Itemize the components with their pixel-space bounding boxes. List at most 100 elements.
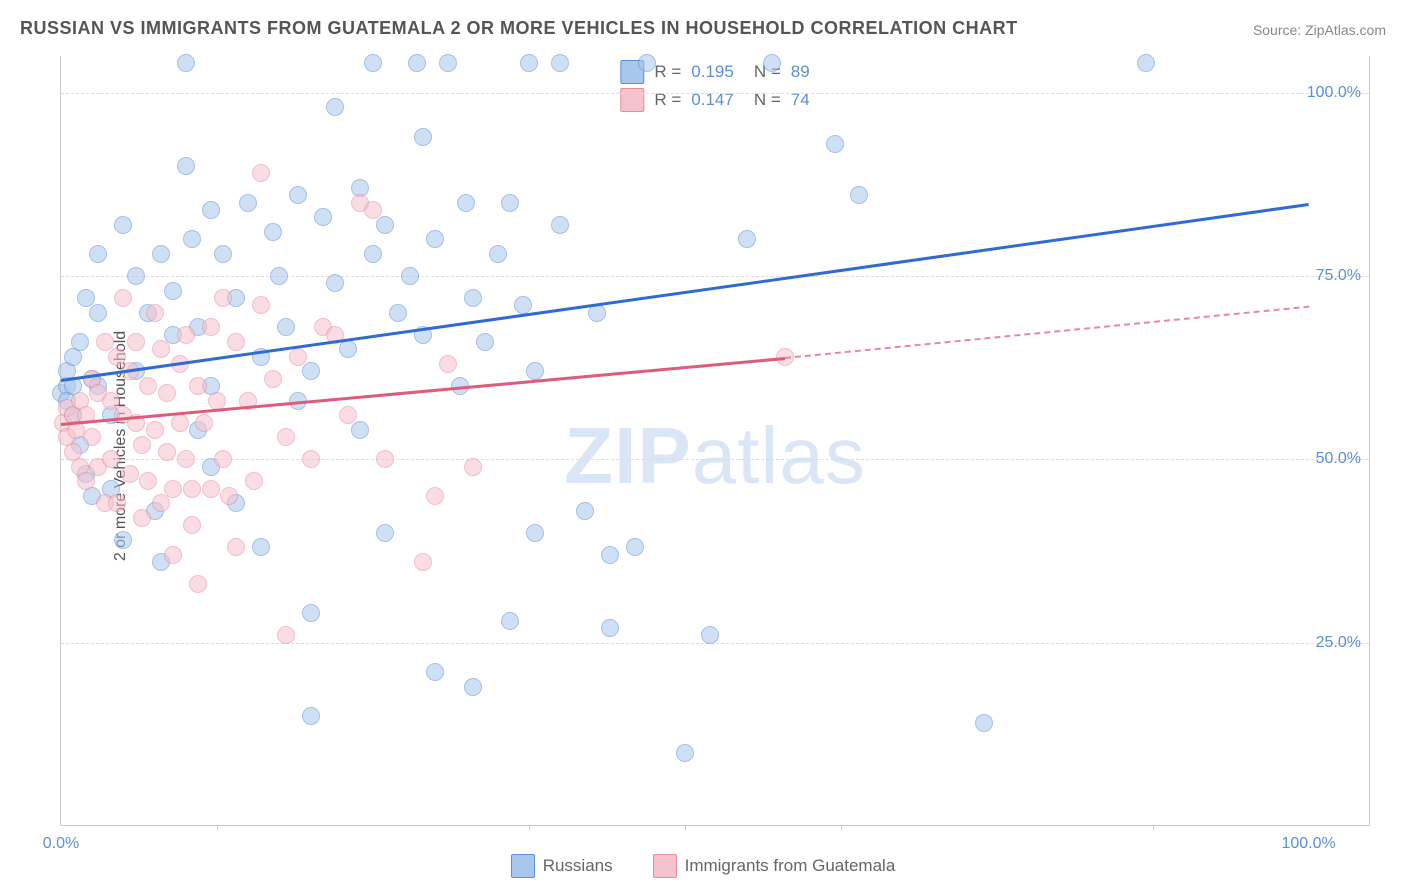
scatter-point: [339, 340, 357, 358]
scatter-point: [376, 216, 394, 234]
watermark-bold: ZIP: [564, 411, 691, 500]
scatter-point: [408, 54, 426, 72]
scatter-point: [189, 575, 207, 593]
scatter-point: [252, 296, 270, 314]
scatter-point: [71, 333, 89, 351]
scatter-point: [152, 494, 170, 512]
scatter-point: [139, 377, 157, 395]
scatter-point: [601, 546, 619, 564]
gridline-h: [61, 459, 1369, 460]
scatter-point: [302, 450, 320, 468]
scatter-plot: ZIPatlas R =0.195N =89R =0.147N =74 25.0…: [60, 56, 1370, 826]
x-tick-label: 0.0%: [43, 835, 79, 853]
trend-line: [785, 305, 1309, 358]
scatter-point: [501, 194, 519, 212]
scatter-point: [127, 267, 145, 285]
watermark: ZIPatlas: [564, 410, 865, 502]
scatter-point: [526, 362, 544, 380]
scatter-point: [133, 436, 151, 454]
scatter-point: [364, 201, 382, 219]
scatter-point: [264, 370, 282, 388]
scatter-point: [177, 450, 195, 468]
scatter-point: [164, 480, 182, 498]
scatter-point: [376, 450, 394, 468]
x-tick-mark: [685, 825, 686, 830]
scatter-point: [601, 619, 619, 637]
scatter-point: [270, 267, 288, 285]
scatter-point: [501, 612, 519, 630]
y-tick-label: 100.0%: [1307, 84, 1361, 102]
scatter-point: [376, 524, 394, 542]
watermark-light: atlas: [692, 411, 866, 500]
scatter-point: [489, 245, 507, 263]
scatter-point: [414, 128, 432, 146]
scatter-point: [77, 289, 95, 307]
series-legend-item: Immigrants from Guatemala: [653, 854, 896, 878]
scatter-point: [426, 230, 444, 248]
scatter-point: [195, 414, 213, 432]
scatter-point: [551, 54, 569, 72]
scatter-point: [214, 289, 232, 307]
scatter-point: [476, 333, 494, 351]
y-tick-label: 75.0%: [1316, 267, 1361, 285]
scatter-point: [389, 304, 407, 322]
scatter-point: [127, 333, 145, 351]
scatter-point: [975, 714, 993, 732]
scatter-point: [514, 296, 532, 314]
legend-swatch: [653, 854, 677, 878]
scatter-point: [114, 531, 132, 549]
scatter-point: [277, 626, 295, 644]
scatter-point: [189, 377, 207, 395]
series-label: Russians: [543, 856, 613, 876]
x-tick-mark: [841, 825, 842, 830]
r-label: R =: [654, 62, 681, 82]
scatter-point: [676, 744, 694, 762]
series-label: Immigrants from Guatemala: [685, 856, 896, 876]
scatter-point: [227, 333, 245, 351]
scatter-point: [401, 267, 419, 285]
scatter-point: [96, 333, 114, 351]
scatter-point: [133, 509, 151, 527]
scatter-point: [339, 406, 357, 424]
trend-line: [61, 203, 1309, 382]
scatter-point: [108, 348, 126, 366]
n-value: 89: [791, 62, 810, 82]
chart-title: RUSSIAN VS IMMIGRANTS FROM GUATEMALA 2 O…: [20, 18, 1018, 39]
source-link[interactable]: ZipAtlas.com: [1305, 22, 1386, 38]
scatter-point: [139, 472, 157, 490]
scatter-point: [326, 98, 344, 116]
scatter-point: [102, 450, 120, 468]
scatter-point: [108, 494, 126, 512]
scatter-point: [227, 538, 245, 556]
scatter-point: [576, 502, 594, 520]
scatter-point: [177, 157, 195, 175]
scatter-point: [102, 392, 120, 410]
scatter-point: [1137, 54, 1155, 72]
x-tick-mark: [1153, 825, 1154, 830]
legend-swatch: [620, 88, 644, 112]
scatter-point: [177, 54, 195, 72]
scatter-point: [183, 480, 201, 498]
scatter-point: [626, 538, 644, 556]
scatter-point: [183, 230, 201, 248]
scatter-point: [202, 480, 220, 498]
r-value: 0.195: [691, 62, 734, 82]
gridline-h: [61, 643, 1369, 644]
scatter-point: [83, 428, 101, 446]
scatter-point: [551, 216, 569, 234]
scatter-point: [121, 465, 139, 483]
scatter-point: [289, 186, 307, 204]
y-tick-label: 25.0%: [1316, 634, 1361, 652]
scatter-point: [220, 487, 238, 505]
scatter-point: [364, 245, 382, 263]
scatter-point: [464, 678, 482, 696]
source-prefix: Source:: [1253, 22, 1305, 38]
scatter-point: [439, 355, 457, 373]
scatter-point: [114, 289, 132, 307]
scatter-point: [464, 458, 482, 476]
scatter-point: [302, 604, 320, 622]
x-tick-mark: [529, 825, 530, 830]
scatter-point: [277, 428, 295, 446]
scatter-point: [183, 516, 201, 534]
scatter-point: [89, 304, 107, 322]
